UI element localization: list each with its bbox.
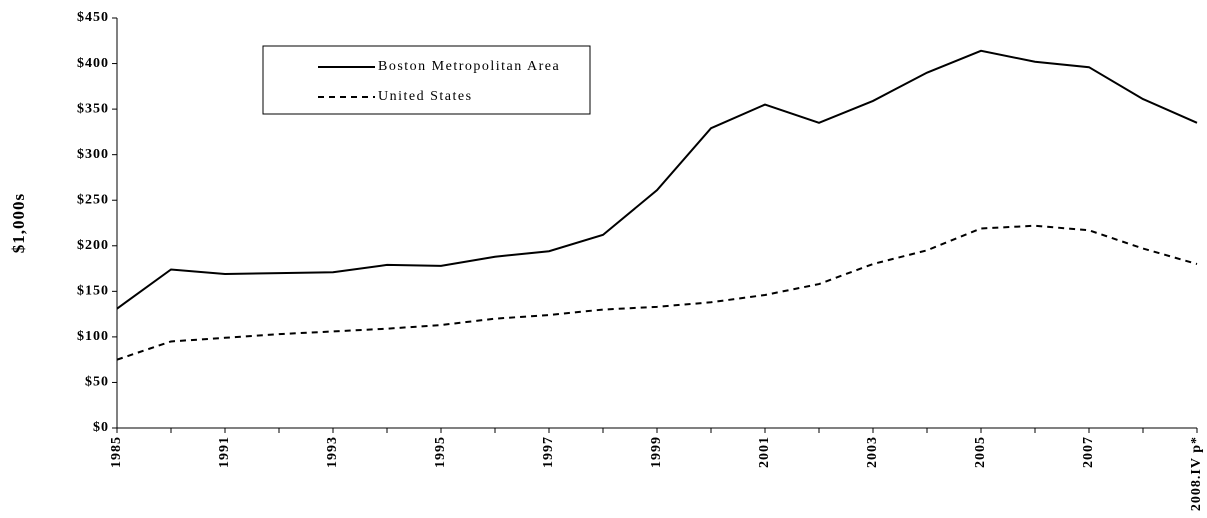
legend-box bbox=[262, 45, 591, 115]
y-tick-label: $300 bbox=[77, 147, 109, 162]
y-tick-label: $250 bbox=[77, 192, 109, 207]
y-tick-label: $100 bbox=[77, 329, 109, 344]
x-tick-label: 1993 bbox=[325, 436, 340, 468]
y-tick-label: $0 bbox=[93, 420, 109, 435]
y-tick-label: $350 bbox=[77, 101, 109, 116]
legend-label: Boston Metropolitan Area bbox=[378, 59, 560, 74]
x-tick-label: 2007 bbox=[1081, 436, 1096, 468]
x-tick-label: 2005 bbox=[973, 436, 988, 468]
x-tick-label: 1999 bbox=[649, 436, 664, 468]
y-tick-label: $400 bbox=[77, 56, 109, 71]
legend: Boston Metropolitan Area United States bbox=[262, 45, 591, 115]
series-line bbox=[116, 224, 1198, 361]
y-tick-label: $50 bbox=[85, 375, 109, 390]
x-tick-label: 1991 bbox=[217, 436, 232, 468]
x-tick-label: 1995 bbox=[433, 436, 448, 468]
x-tick-label: 1985 bbox=[109, 436, 124, 468]
x-tick-label: 2008.IV p* bbox=[1189, 436, 1204, 511]
y-tick-label: $450 bbox=[77, 10, 109, 25]
x-tick-label: 1997 bbox=[541, 436, 556, 468]
x-tick-label: 2003 bbox=[865, 436, 880, 468]
series-line bbox=[116, 49, 1198, 310]
y-axis-label: $1,000s bbox=[9, 193, 28, 253]
legend-label: United States bbox=[378, 89, 473, 104]
y-tick-label: $150 bbox=[77, 284, 109, 299]
x-tick-label: 2001 bbox=[757, 436, 772, 468]
y-tick-label: $200 bbox=[77, 238, 109, 253]
